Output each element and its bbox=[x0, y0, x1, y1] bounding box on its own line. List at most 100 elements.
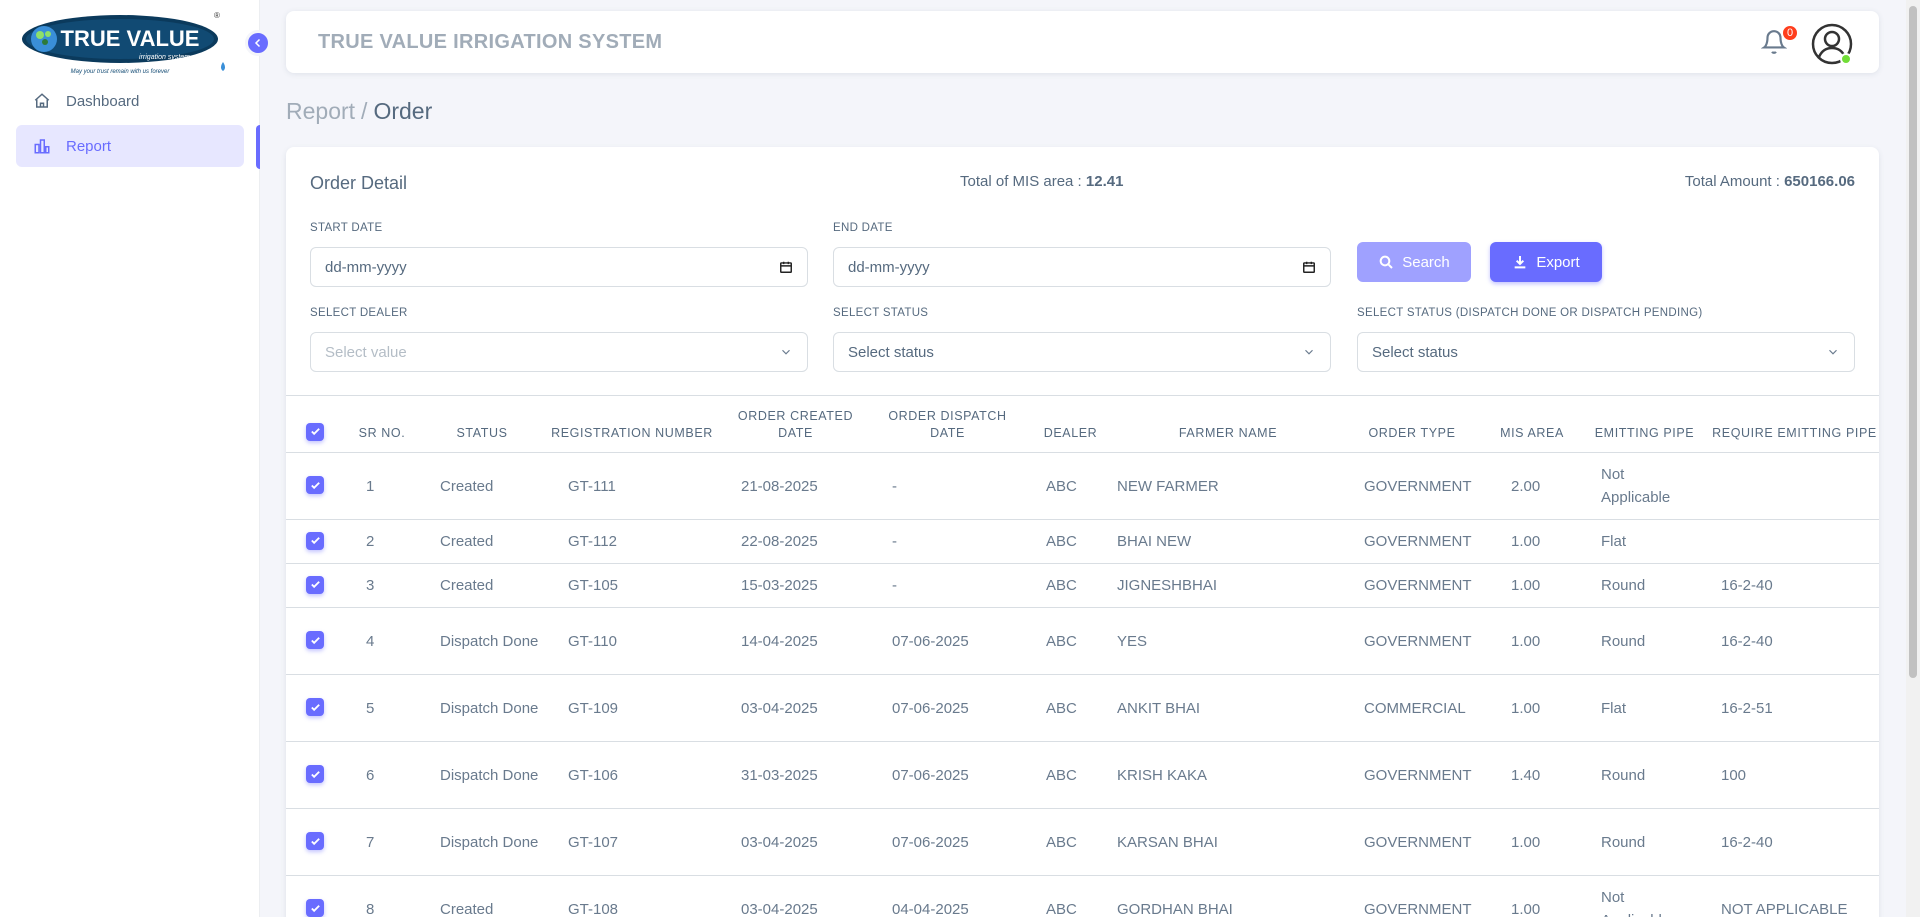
dispatch-status-select-value: Select status bbox=[1372, 343, 1458, 361]
require-emitting-pipe-cell bbox=[1710, 520, 1879, 564]
table-row[interactable]: 2 Created GT-112 22-08-2025 - ABC BHAI NEW GOVE… bbox=[286, 520, 1879, 564]
dealer-cell: ABC bbox=[1046, 833, 1077, 851]
row-checkbox[interactable] bbox=[306, 476, 324, 494]
end-date-value: dd-mm-yyyy bbox=[848, 258, 930, 276]
sr-no-cell: 1 bbox=[366, 477, 375, 495]
sidebar-item-label: Report bbox=[66, 137, 112, 155]
header-emitting-pipe[interactable]: EMITTING PIPE bbox=[1594, 426, 1695, 440]
mis-area-label: Total of MIS area : bbox=[960, 173, 1082, 190]
check-icon bbox=[310, 837, 320, 845]
header-status[interactable]: STATUS bbox=[456, 426, 508, 440]
table-header-row: SR NO. STATUS REGISTRATION NUMBER ORDER … bbox=[286, 395, 1879, 453]
farmer-name-cell: JIGNESHBHAI bbox=[1117, 577, 1218, 594]
status-cell: Created bbox=[440, 477, 494, 495]
header-order-type[interactable]: ORDER TYPE bbox=[1368, 426, 1456, 440]
notification-badge: 0 bbox=[1781, 24, 1799, 42]
status-select[interactable]: Select status bbox=[833, 332, 1331, 372]
sidebar-item-report[interactable]: Report bbox=[16, 125, 244, 167]
sr-no-cell: 5 bbox=[366, 699, 375, 717]
user-avatar[interactable] bbox=[1811, 23, 1853, 65]
export-button[interactable]: Export bbox=[1490, 242, 1602, 282]
table-row[interactable]: 1 Created GT-111 21-08-2025 - ABC NEW FARMER GO… bbox=[286, 453, 1879, 520]
status-cell: Created bbox=[440, 900, 494, 917]
emitting-pipe-cell: Round bbox=[1601, 833, 1646, 851]
header-mis-area[interactable]: MIS AREA bbox=[1500, 426, 1564, 440]
breadcrumb-parent[interactable]: Report bbox=[286, 98, 356, 124]
scrollbar-thumb[interactable] bbox=[1909, 6, 1917, 678]
table-row[interactable]: 5 Dispatch Done GT-109 03-04-2025 07-06-2025… bbox=[286, 675, 1879, 742]
status-select-value: Select status bbox=[848, 343, 934, 361]
order-created-date-cell: 21-08-2025 bbox=[741, 477, 818, 495]
row-checkbox[interactable] bbox=[306, 575, 324, 594]
order-type-cell: GOVERNMENT bbox=[1364, 477, 1472, 495]
row-checkbox-cell bbox=[286, 876, 344, 917]
farmer-name-cell: YES bbox=[1117, 632, 1148, 650]
order-type-cell: GOVERNMENT bbox=[1364, 900, 1472, 917]
order-type-cell: GOVERNMENT bbox=[1364, 833, 1472, 851]
select-all-checkbox[interactable] bbox=[306, 422, 324, 441]
require-emitting-pipe-cell: 16-2-40 bbox=[1721, 577, 1773, 594]
mis-area-cell: 1.00 bbox=[1511, 699, 1541, 717]
header-registration-number[interactable]: REGISTRATION NUMBER bbox=[551, 426, 713, 440]
table-row[interactable]: 3 Created GT-105 15-03-2025 - ABC JIGNESHBHAI G… bbox=[286, 564, 1879, 608]
header-order-dispatch-date[interactable]: ORDER DISPATCH DATE bbox=[888, 409, 1007, 440]
emitting-pipe-cell: Flat bbox=[1601, 699, 1627, 717]
sidebar-item-dashboard[interactable]: Dashboard bbox=[16, 80, 244, 122]
calendar-icon[interactable] bbox=[779, 260, 793, 274]
order-created-date-cell: 03-04-2025 bbox=[741, 833, 818, 851]
emitting-pipe-cell: Flat bbox=[1601, 533, 1627, 550]
order-created-date-cell: 03-04-2025 bbox=[741, 699, 818, 717]
end-date-label: END DATE bbox=[833, 222, 893, 234]
dealer-cell: ABC bbox=[1046, 577, 1077, 594]
orders-table-wrapper: SR NO. STATUS REGISTRATION NUMBER ORDER … bbox=[286, 395, 1879, 917]
dealer-cell: ABC bbox=[1046, 477, 1077, 495]
row-checkbox[interactable] bbox=[306, 698, 324, 716]
table-row[interactable]: 8 Created GT-108 03-04-2025 04-04-2025 ABC GOR… bbox=[286, 876, 1879, 917]
dealer-select[interactable]: Select value bbox=[310, 332, 808, 372]
status-cell: Created bbox=[440, 577, 494, 594]
page-scrollbar[interactable] bbox=[1906, 0, 1920, 917]
table-row[interactable]: 7 Dispatch Done GT-107 03-04-2025 07-06-2025… bbox=[286, 809, 1879, 876]
dealer-cell: ABC bbox=[1046, 900, 1077, 917]
export-button-label: Export bbox=[1536, 253, 1580, 271]
header-sr-no[interactable]: SR NO. bbox=[358, 426, 406, 440]
select-all-cell bbox=[286, 396, 344, 453]
amount-value: 650166.06 bbox=[1784, 173, 1855, 190]
card-title: Order Detail bbox=[310, 173, 408, 193]
chevron-down-icon bbox=[782, 349, 790, 355]
row-checkbox[interactable] bbox=[306, 531, 324, 550]
header-order-created-date[interactable]: ORDER CREATED DATE bbox=[737, 409, 854, 440]
row-checkbox[interactable] bbox=[306, 765, 324, 783]
header-farmer-name[interactable]: FARMER NAME bbox=[1178, 426, 1278, 440]
header-require-emitting-pipe[interactable]: REQUIRE EMITTING PIPE bbox=[1712, 426, 1877, 440]
active-indicator bbox=[256, 125, 260, 169]
notification-button[interactable] bbox=[1760, 29, 1789, 57]
user-icon bbox=[1811, 23, 1853, 65]
app-title: TRUE VALUE IRRIGATION SYSTEM bbox=[318, 31, 663, 53]
breadcrumb-separator: / bbox=[361, 98, 368, 124]
table-row[interactable]: 4 Dispatch Done GT-110 14-04-2025 07-06-2025… bbox=[286, 608, 1879, 675]
registration-number-cell: GT-108 bbox=[568, 900, 619, 917]
amount-label: Total Amount : bbox=[1684, 173, 1780, 190]
emitting-pipe-cell: Round bbox=[1601, 577, 1646, 594]
dispatch-status-select[interactable]: Select status bbox=[1357, 332, 1855, 372]
require-emitting-pipe-cell: 16-2-40 bbox=[1721, 833, 1773, 851]
farmer-name-cell: ANKIT BHAI bbox=[1117, 699, 1201, 717]
breadcrumb-current: Order bbox=[373, 98, 433, 124]
table-row[interactable]: 6 Dispatch Done GT-106 31-03-2025 07-06-2025… bbox=[286, 742, 1879, 809]
calendar-icon[interactable] bbox=[1302, 260, 1316, 274]
row-checkbox-cell bbox=[286, 520, 344, 564]
brand-logo[interactable]: TRUE VALUE irrigation system May your tr… bbox=[20, 10, 235, 78]
search-button[interactable]: Search bbox=[1357, 242, 1471, 282]
logo-text: TRUE VALUE bbox=[61, 26, 200, 51]
row-checkbox[interactable] bbox=[306, 899, 324, 917]
start-date-label: START DATE bbox=[310, 222, 383, 234]
header-dealer[interactable]: DEALER bbox=[1043, 426, 1098, 440]
row-checkbox[interactable] bbox=[306, 631, 324, 649]
start-date-input[interactable]: dd-mm-yyyy bbox=[310, 247, 808, 287]
row-checkbox[interactable] bbox=[306, 832, 324, 850]
sidebar-collapse-button[interactable] bbox=[245, 30, 271, 56]
chevron-down-icon bbox=[1305, 349, 1313, 355]
end-date-input[interactable]: dd-mm-yyyy bbox=[833, 247, 1331, 287]
mis-area-cell: 1.40 bbox=[1511, 766, 1541, 784]
